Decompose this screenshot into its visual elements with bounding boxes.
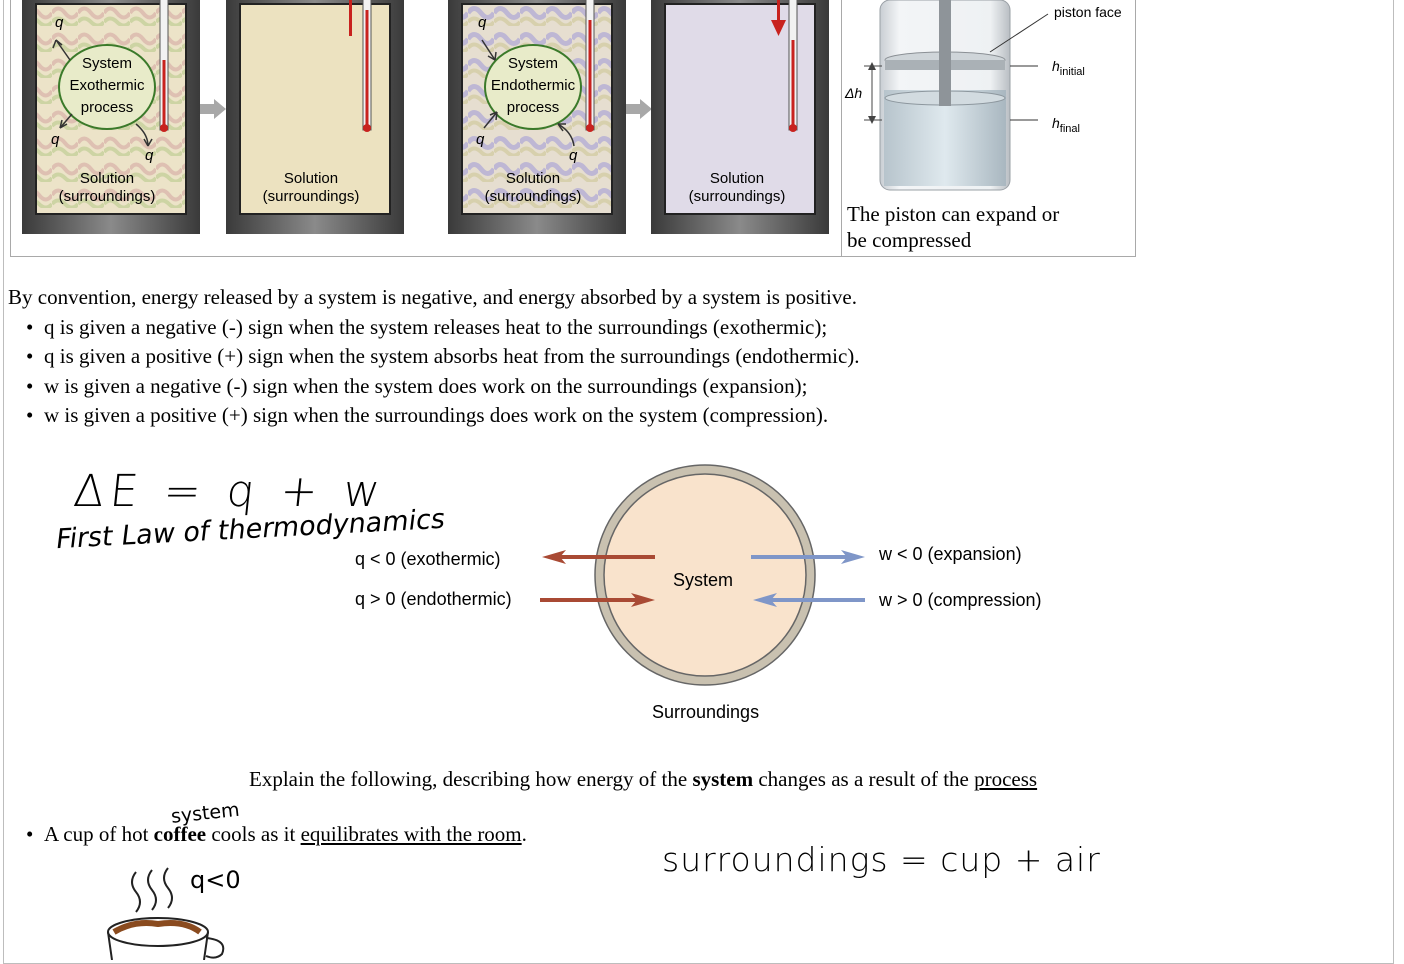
- piston-cylinder-illustration: [864, 0, 1049, 191]
- surroundings-label: (surroundings): [262, 188, 360, 205]
- q-label: q: [145, 147, 154, 164]
- q-positive-label: q > 0 (endothermic): [355, 589, 512, 609]
- q-label: q: [569, 147, 578, 164]
- work-arrows: [751, 550, 865, 607]
- h-final-label: hfinal: [1052, 115, 1080, 135]
- surroundings-label: (surroundings): [484, 188, 582, 205]
- list-item-text: q is given a positive (+) sign when the …: [44, 344, 860, 369]
- process-type-label: Exothermic: [69, 77, 145, 94]
- figure-divider: [841, 0, 842, 257]
- system-label: System: [81, 55, 132, 72]
- w-positive-label: w > 0 (compression): [879, 590, 1042, 610]
- q-negative-label: q < 0 (exothermic): [355, 549, 501, 569]
- explain-text: changes as a result of the: [758, 767, 969, 791]
- list-item-text: w is given a negative (-) sign when the …: [44, 373, 808, 398]
- question-item: • A cup of hot coffee cools as it equilib…: [26, 822, 527, 846]
- arrow-left-icon: [542, 550, 566, 564]
- solution-label: Solution: [283, 170, 339, 187]
- q-label: q: [478, 14, 487, 31]
- h-final-symbol: h: [1052, 115, 1060, 131]
- explain-bold: system: [692, 767, 754, 791]
- system-circle: [603, 473, 807, 677]
- surroundings-label: Surroundings: [652, 702, 760, 722]
- list-item: • w is given a positive (+) sign when the…: [26, 402, 829, 427]
- q-label: q: [476, 131, 485, 148]
- arrow-right-1: [200, 99, 226, 119]
- w-negative-label: w < 0 (expansion): [879, 544, 1022, 564]
- process-label: process: [506, 99, 560, 116]
- coffee-cup-sketch: [107, 867, 225, 960]
- list-item: • w is given a negative (-) sign when the…: [26, 373, 808, 398]
- list-item-text: w is given a positive (+) sign when the …: [44, 402, 829, 427]
- system-label: System: [673, 570, 734, 590]
- arrow-left-icon: [753, 593, 777, 607]
- handwritten-surroundings-note: surroundings = cup + air: [662, 840, 1101, 879]
- handwritten-heat-note: q<0: [190, 866, 241, 894]
- item-text: .: [521, 822, 527, 846]
- item-text: A cup of hot: [44, 822, 149, 846]
- panel-exothermic-before: [22, 0, 200, 234]
- solution-label: Solution: [79, 170, 135, 187]
- panel-endothermic-before: [448, 0, 626, 234]
- piston-caption-line1: The piston can expand or: [847, 202, 1060, 226]
- explain-text: Explain the following, describing how en…: [249, 767, 688, 791]
- surroundings-label: (surroundings): [58, 188, 156, 205]
- process-label: process: [80, 99, 134, 116]
- q-label: q: [51, 131, 60, 148]
- list-item: • q is given a positive (+) sign when the…: [26, 344, 860, 369]
- system-surroundings-diagram: [540, 464, 816, 686]
- item-bold: coffee: [153, 822, 207, 846]
- panel-endothermic-after: [651, 0, 829, 234]
- arrow-right-icon: [631, 593, 655, 607]
- coffee-surface: [112, 920, 202, 935]
- calorimetry-panels: [22, 0, 829, 234]
- steam-icon: [131, 871, 141, 913]
- list-item: • q is given a negative (-) sign when the…: [26, 315, 828, 339]
- h-initial-subscript: initial: [1059, 65, 1085, 78]
- process-type-label: Endothermic: [490, 77, 576, 94]
- explain-prompt: Explain the following, describing how en…: [249, 767, 1037, 792]
- explain-underlined: process: [974, 767, 1038, 791]
- solution-label: Solution: [505, 170, 561, 187]
- list-item-text: q is given a negative (-) sign when the …: [44, 315, 828, 339]
- h-initial-label: hinitial: [1052, 58, 1085, 78]
- figure-table: [10, 0, 1136, 257]
- piston-caption-line2: be compressed: [847, 228, 972, 252]
- arrow-right-icon: [841, 550, 865, 564]
- surroundings-label: (surroundings): [688, 188, 786, 205]
- item-text: cools as it: [211, 822, 296, 846]
- delta-h-label: Δh: [845, 85, 863, 101]
- piston-face-label: piston face: [1054, 4, 1122, 20]
- solution-label: Solution: [709, 170, 765, 187]
- q-label: q: [55, 14, 64, 31]
- h-initial-symbol: h: [1052, 58, 1060, 74]
- convention-list: • q is given a negative (-) sign when the…: [26, 313, 860, 430]
- panel-exothermic-after: [226, 0, 404, 234]
- system-label: System: [507, 55, 558, 72]
- arrow-right-2: [626, 99, 652, 119]
- h-final-subscript: final: [1059, 122, 1080, 135]
- convention-intro: By convention, energy released by a syst…: [8, 285, 857, 309]
- item-underlined: equilibrates with the room: [300, 822, 522, 846]
- cup-handle: [205, 937, 225, 959]
